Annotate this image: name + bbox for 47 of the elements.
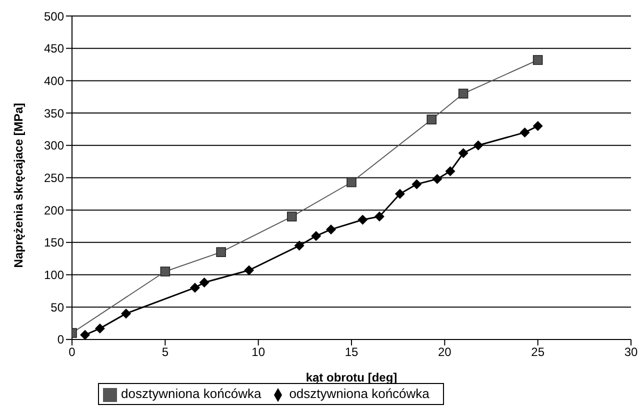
y-tick-label: 450 bbox=[44, 42, 64, 56]
point bbox=[94, 323, 105, 334]
y-tick-label: 500 bbox=[44, 9, 64, 24]
point bbox=[394, 188, 405, 199]
point bbox=[473, 140, 484, 150]
x-tick-label: 30 bbox=[624, 344, 638, 359]
point bbox=[160, 266, 170, 276]
point bbox=[244, 265, 254, 276]
point bbox=[294, 240, 304, 251]
y-tick-label: 250 bbox=[44, 170, 64, 185]
legend-label: odsztywniona końcówka bbox=[289, 386, 430, 402]
point bbox=[458, 148, 468, 158]
point bbox=[412, 179, 422, 190]
point bbox=[358, 214, 368, 225]
point bbox=[326, 224, 336, 234]
y-tick-label: 50 bbox=[50, 300, 64, 314]
x-tick-label: 15 bbox=[344, 344, 358, 359]
y-tick-label: 300 bbox=[44, 138, 64, 153]
y-tick-label: 0 bbox=[57, 332, 64, 347]
point bbox=[432, 174, 442, 184]
point bbox=[311, 230, 322, 241]
x-tick-label: 25 bbox=[531, 344, 545, 359]
point bbox=[216, 247, 226, 258]
point bbox=[286, 212, 297, 222]
point bbox=[532, 120, 543, 131]
legend-label: dosztywniona końcówka bbox=[121, 386, 262, 402]
point bbox=[199, 278, 210, 288]
x-tick-label: 20 bbox=[438, 344, 452, 359]
point bbox=[374, 212, 384, 222]
y-tick-label: 400 bbox=[44, 74, 64, 88]
point bbox=[426, 114, 437, 124]
x-tick-label: 5 bbox=[162, 344, 169, 359]
x-tick-label: 10 bbox=[252, 344, 266, 359]
point bbox=[445, 166, 456, 176]
x-tick-label: 0 bbox=[68, 344, 76, 359]
point bbox=[121, 308, 132, 319]
y-axis-title: Naprężenia skręcajace [MPa] bbox=[11, 102, 26, 268]
y-tick-label: 350 bbox=[44, 106, 64, 120]
point bbox=[532, 55, 543, 65]
point bbox=[190, 282, 200, 293]
y-tick-label: 100 bbox=[44, 268, 64, 282]
point bbox=[520, 127, 530, 138]
y-tick-label: 200 bbox=[44, 203, 64, 218]
point bbox=[80, 330, 90, 340]
y-tick-label: 150 bbox=[44, 236, 64, 250]
point bbox=[346, 177, 356, 188]
point bbox=[458, 88, 468, 99]
